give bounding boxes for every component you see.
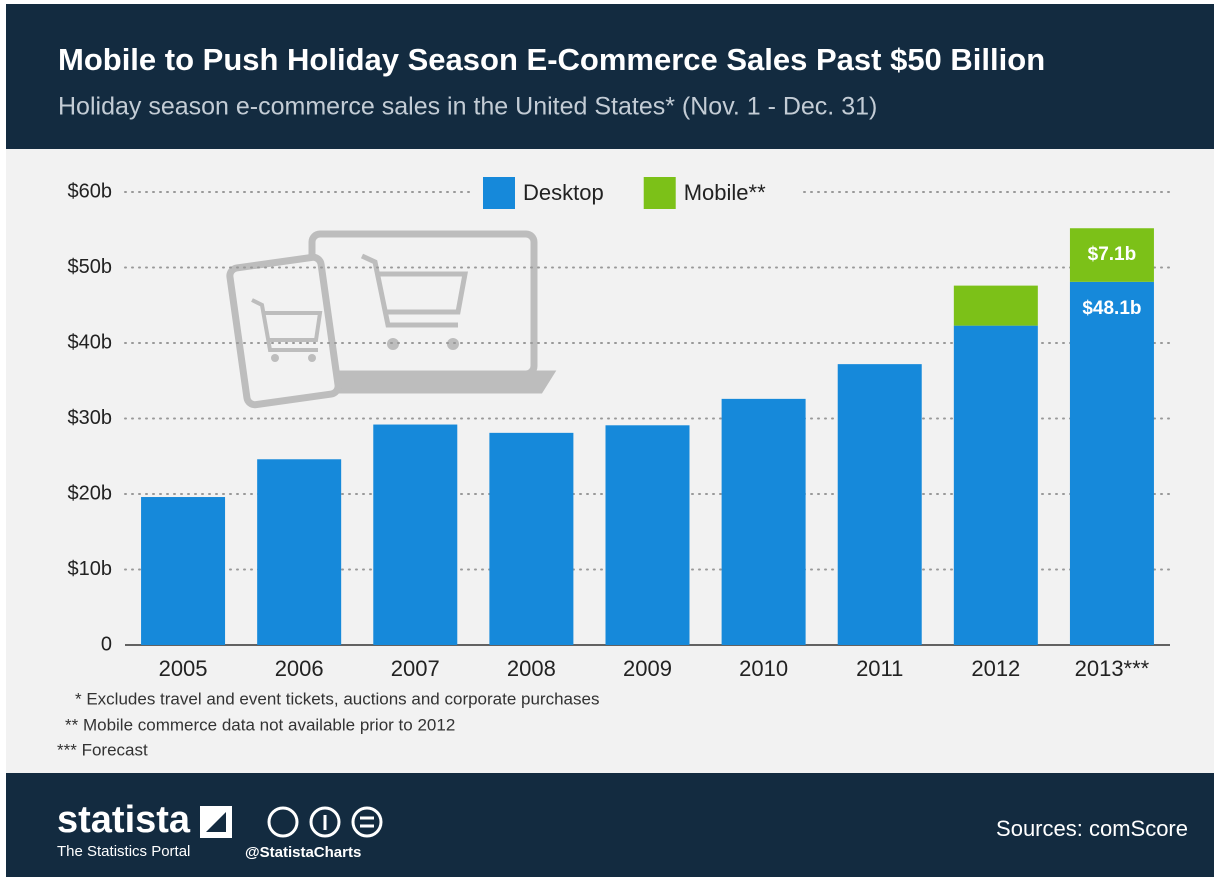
x-tick-label: 2010 bbox=[739, 656, 788, 681]
x-tick-label: 2007 bbox=[391, 656, 440, 681]
device-illustration bbox=[226, 230, 557, 409]
bar-segment bbox=[1069, 281, 1154, 645]
x-tick-label: 2009 bbox=[623, 656, 672, 681]
footnote: *** Forecast bbox=[57, 740, 148, 759]
legend-label: Mobile** bbox=[684, 180, 766, 205]
chart-title: Mobile to Push Holiday Season E-Commerce… bbox=[58, 42, 1045, 77]
cart-wheels bbox=[271, 338, 459, 362]
bar-segment bbox=[257, 459, 342, 645]
header bbox=[6, 4, 1214, 149]
bar-segment bbox=[953, 325, 1038, 645]
bar-segment bbox=[605, 425, 690, 645]
bar-segment bbox=[1069, 228, 1154, 282]
y-tick-label: $20b bbox=[68, 482, 113, 504]
y-tick-label: 0 bbox=[101, 633, 112, 655]
brand: statista bbox=[57, 799, 191, 841]
x-tick-label: 2005 bbox=[159, 656, 208, 681]
bar-segment bbox=[837, 364, 922, 645]
footnote: ** Mobile commerce data not available pr… bbox=[65, 715, 455, 734]
chart-subtitle: Holiday season e-commerce sales in the U… bbox=[58, 93, 877, 121]
x-tick-label: 2012 bbox=[971, 656, 1020, 681]
bar-segment bbox=[953, 285, 1038, 326]
x-tick-label: 2006 bbox=[275, 656, 324, 681]
x-tick-label: 2011 bbox=[856, 656, 903, 681]
y-tick-label: $30b bbox=[68, 407, 113, 429]
tagline: The Statistics Portal bbox=[57, 843, 190, 860]
handle: @StatistaCharts bbox=[245, 844, 361, 861]
value-label: $7.1b bbox=[1088, 244, 1137, 265]
x-tick-label: 2008 bbox=[507, 656, 556, 681]
bar-segment bbox=[141, 497, 226, 645]
y-tick-label: $40b bbox=[68, 331, 113, 353]
y-tick-label: $60b bbox=[68, 180, 113, 202]
brand-logo bbox=[200, 806, 232, 838]
bar-segment bbox=[721, 398, 806, 645]
license-icons bbox=[267, 806, 383, 838]
source: Sources: comScore bbox=[996, 816, 1188, 841]
value-label: $48.1b bbox=[1082, 298, 1141, 319]
x-tick-label: 2013*** bbox=[1075, 656, 1150, 681]
legend-bg bbox=[470, 172, 800, 214]
legend-swatch bbox=[483, 177, 515, 209]
y-tick-label: $50b bbox=[68, 256, 113, 278]
footnote: * Excludes travel and event tickets, auc… bbox=[75, 689, 599, 708]
bar-segment bbox=[373, 424, 458, 645]
y-tick-label: $10b bbox=[68, 558, 113, 580]
legend-swatch bbox=[643, 177, 676, 209]
bar-segment bbox=[489, 432, 574, 645]
legend-label: Desktop bbox=[523, 180, 604, 205]
